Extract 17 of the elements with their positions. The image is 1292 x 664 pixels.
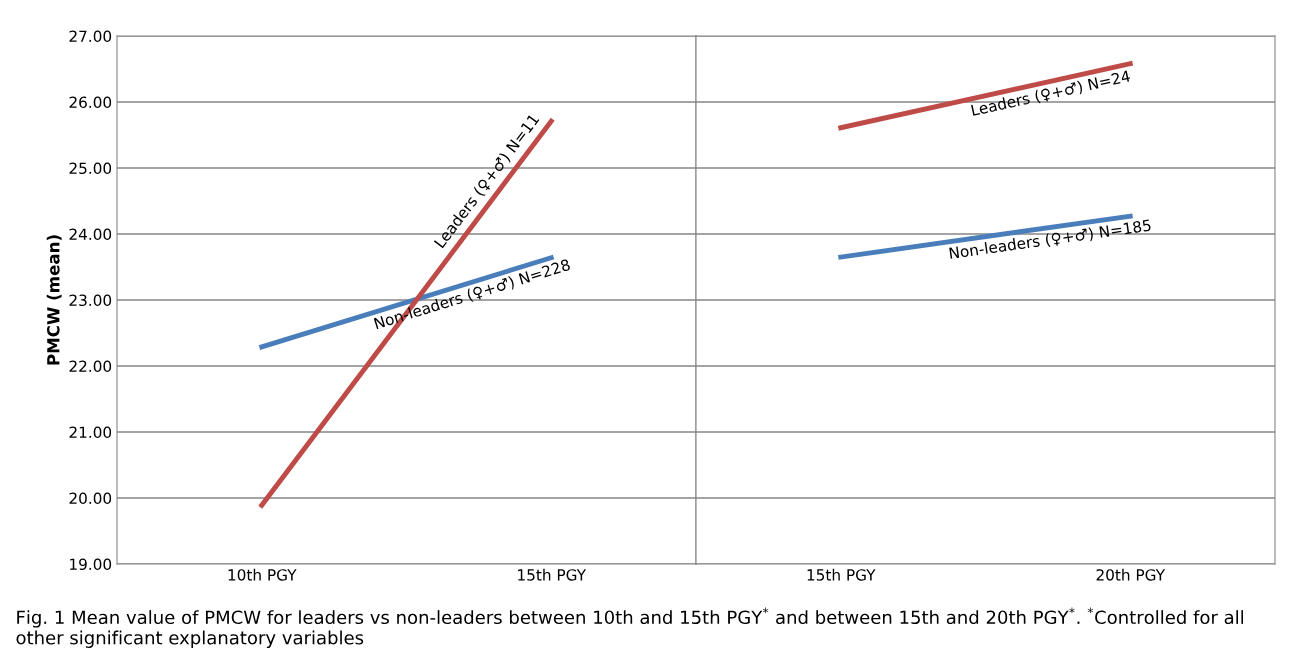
x-tick-label: 15th PGY [807, 568, 876, 581]
x-tick-label: 10th PGY [228, 568, 297, 581]
y-tick-label: 20.00 [69, 492, 112, 505]
y-tick-label: 25.00 [69, 162, 112, 175]
x-tick-label: 15th PGY [518, 568, 587, 581]
y-tick-label: 26.00 [69, 96, 112, 109]
y-tick-label: 23.00 [69, 294, 112, 307]
y-tick-label: 19.00 [70, 558, 112, 571]
y-tick-label: 22.00 [69, 360, 112, 373]
text: Leaders (♀+♂) N=24 [970, 69, 1132, 118]
text: Fig. 1 Mean value of PMCW for leaders vs non-leaders between 10th and 15th PGY$^{*}$ and between 15th and 20th PGY$^{*}$. $^{*}$Controlled for all other significant explanatory variables [16, 607, 1244, 648]
y-tick-label: 21.00 [69, 426, 112, 439]
y-tick-label: 24.00 [69, 228, 112, 241]
x-tick-label: 20th PGY [1096, 568, 1166, 581]
text: Non-leaders (♀+♂) N=185 [949, 219, 1152, 261]
y-tick-label: 27.00 [69, 30, 112, 43]
y-axis-title: PMCW (mean) [46, 235, 62, 365]
